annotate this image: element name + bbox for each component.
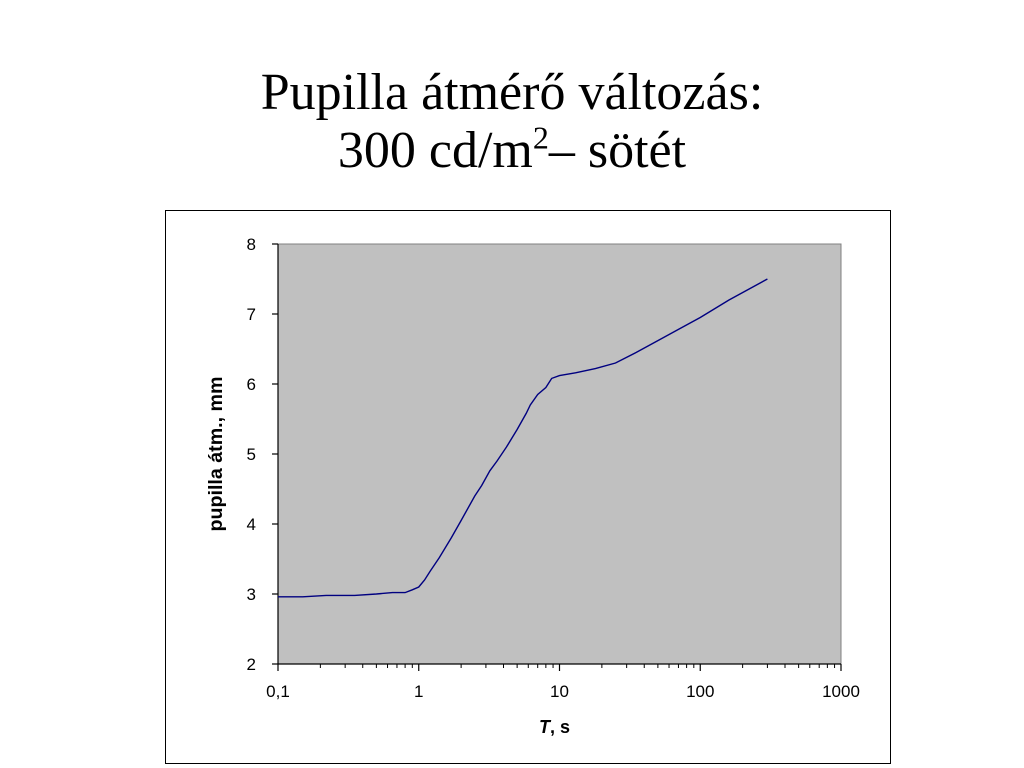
y-tick-label: 5 <box>247 445 256 464</box>
x-tick-label: 0,1 <box>266 682 290 701</box>
title-unit-superscript: 2 <box>532 119 549 156</box>
tick-labels: 2 3 4 5 6 7 8 0,1 1 10 100 1000 <box>247 235 860 701</box>
y-axis-title: pupilla átm., mm <box>206 377 227 532</box>
chart-frame: 2 3 4 5 6 7 8 0,1 1 10 100 1000 pupilla átm., mm T,… <box>165 210 891 764</box>
x-tick-label: 1 <box>414 682 423 701</box>
slide-title-line-1: Pupilla átmérő változás: <box>260 64 764 121</box>
title-unit-suffix: – sötét <box>548 122 687 180</box>
series-line <box>278 278 768 598</box>
slide-title: Pupilla átmérő változás: 300 cd/m2– söté… <box>0 64 1024 180</box>
y-tick-label: 3 <box>247 585 256 604</box>
pupil-diameter-chart: 2 3 4 5 6 7 8 0,1 1 10 100 1000 pupilla átm., mm T,… <box>206 235 860 737</box>
x-axis-title-symbol: T <box>539 717 552 737</box>
y-tick-label: 2 <box>247 655 256 674</box>
y-tick-label: 4 <box>247 515 256 534</box>
axis-ticks <box>272 243 842 671</box>
y-tick-label: 6 <box>247 375 256 394</box>
x-tick-label: 1000 <box>822 682 860 701</box>
y-tick-label: 7 <box>247 305 256 324</box>
x-tick-label: 100 <box>686 682 714 701</box>
slide-title-line-2: 300 cd/m2– sötét <box>0 122 1024 180</box>
y-tick-label: 8 <box>247 235 256 254</box>
x-axis-title-unit: , s <box>550 717 570 737</box>
plot-area <box>277 243 842 665</box>
x-tick-label: 10 <box>550 682 569 701</box>
title-unit-prefix: 300 cd/m <box>337 122 533 180</box>
x-axis-title: T, s <box>539 717 570 737</box>
